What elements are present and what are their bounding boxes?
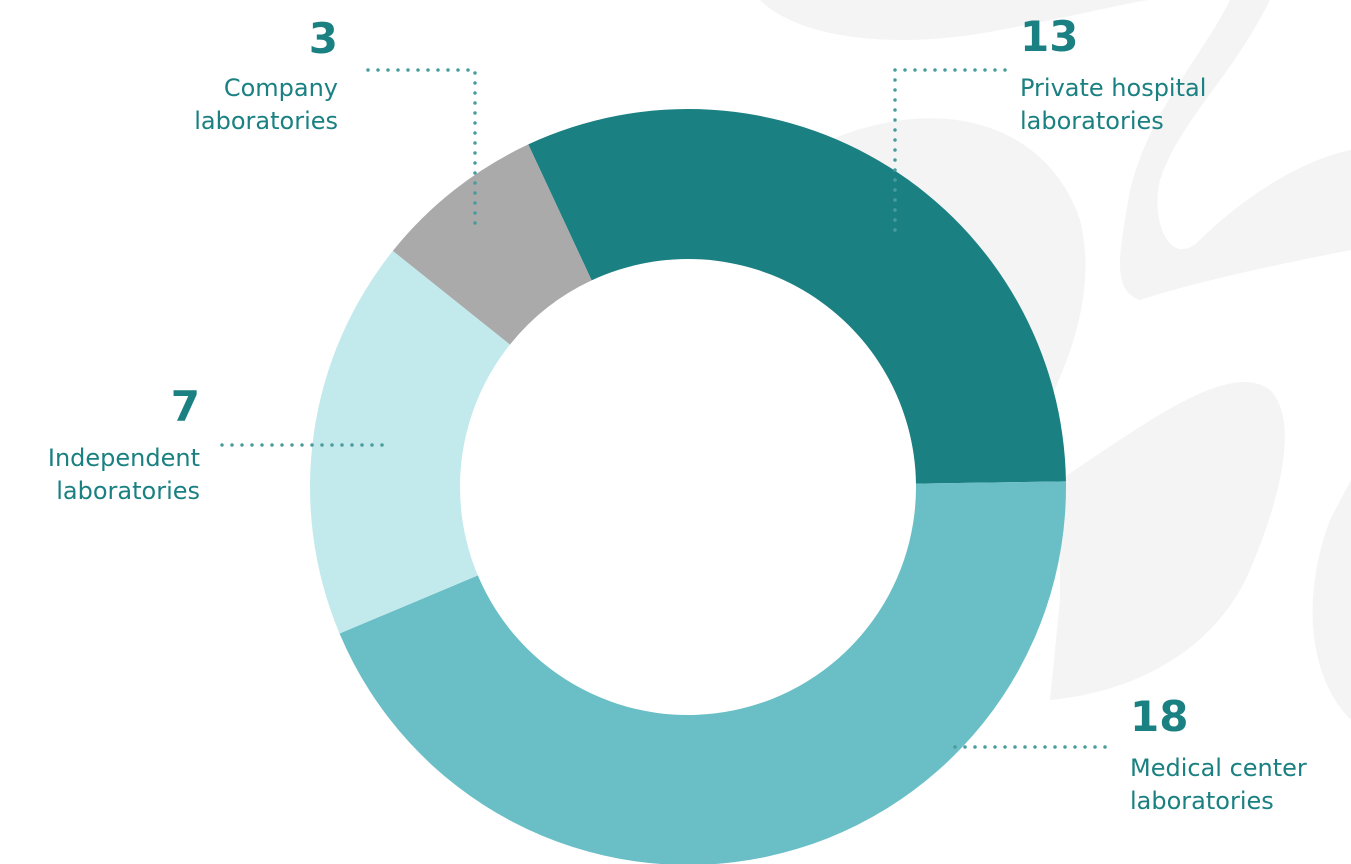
category-label: Company laboratories: [194, 74, 338, 135]
value-label: 13: [1020, 12, 1079, 61]
category-label: Private hospital laboratories: [1020, 74, 1207, 135]
donut-segment: [310, 250, 510, 634]
value-label: 7: [170, 382, 200, 431]
category-label: Independent laboratories: [47, 444, 200, 505]
category-label: Medical center laboratories: [1130, 754, 1307, 815]
donut-segment: [392, 144, 592, 345]
donut-segment: [528, 109, 1066, 484]
value-label: 3: [308, 14, 338, 63]
donut-segment: [339, 481, 1066, 864]
value-label: 18: [1130, 692, 1189, 741]
leader-line: [893, 68, 1007, 235]
